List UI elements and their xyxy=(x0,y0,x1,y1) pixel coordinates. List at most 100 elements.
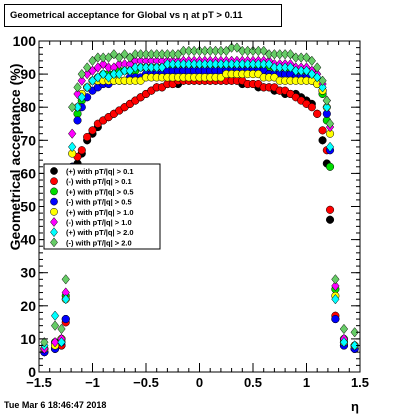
legend-label: (-) with pT/|q| > 0.5 xyxy=(66,198,132,207)
data-point xyxy=(325,162,335,171)
legend-box xyxy=(43,163,161,250)
y-axis-label: Geometrical acceptance (%) xyxy=(7,64,23,251)
data-point xyxy=(125,65,135,76)
legend-label: (-) with pT/|q| > 2.0 xyxy=(66,238,132,247)
data-point xyxy=(339,337,349,348)
legend-label: (-) with pT/|q| > 1.0 xyxy=(66,218,132,227)
data-point xyxy=(68,141,77,153)
data-point xyxy=(77,92,86,103)
data-point xyxy=(318,136,327,145)
data-point xyxy=(318,126,327,135)
x-tick-label: −1.5 xyxy=(26,375,52,390)
data-point xyxy=(50,337,60,348)
x-tick-label: −0.5 xyxy=(133,375,159,390)
data-point xyxy=(50,310,60,321)
data-point xyxy=(104,52,113,63)
data-point xyxy=(325,118,335,129)
data-point xyxy=(57,323,66,335)
y-tick-label: 10 xyxy=(20,331,36,347)
data-point xyxy=(331,314,340,324)
data-point xyxy=(77,146,86,155)
data-point xyxy=(40,337,49,348)
timestamp-footer: Tue Mar 6 18:46:47 2018 xyxy=(4,400,107,410)
data-point xyxy=(307,103,316,112)
data-point xyxy=(318,75,327,86)
data-point xyxy=(104,72,113,83)
data-point xyxy=(350,340,359,351)
data-point xyxy=(61,274,70,285)
data-point xyxy=(222,45,231,57)
data-point xyxy=(173,49,183,60)
data-point xyxy=(73,116,82,125)
data-point xyxy=(61,294,70,305)
x-tick-label: 0 xyxy=(196,375,203,390)
y-tick-label: 0 xyxy=(28,364,36,380)
y-tick-label: 20 xyxy=(20,298,36,314)
legend-label: (+) with pT/|q| > 1.0 xyxy=(66,208,134,217)
y-tick-label: 100 xyxy=(13,33,37,49)
data-point xyxy=(88,65,97,76)
data-point xyxy=(99,68,108,80)
series-7 xyxy=(40,42,359,348)
data-point xyxy=(286,62,295,73)
data-point xyxy=(307,68,316,80)
data-point xyxy=(313,109,322,118)
data-points-layer xyxy=(40,42,359,357)
data-point xyxy=(325,215,335,224)
y-tick-label: 40 xyxy=(20,232,36,248)
data-point xyxy=(83,82,92,93)
x-tick-label: 0.5 xyxy=(244,375,262,390)
data-point xyxy=(93,72,102,83)
data-point xyxy=(83,132,92,142)
data-point xyxy=(99,59,108,70)
data-point xyxy=(125,52,135,63)
legend-label: (-) with pT/|q| > 0.1 xyxy=(66,177,132,186)
y-tick-label: 90 xyxy=(20,66,36,82)
data-point xyxy=(157,62,167,73)
data-point xyxy=(264,59,274,70)
data-point xyxy=(77,75,86,86)
data-point xyxy=(322,95,331,106)
legend-marker xyxy=(50,167,58,175)
data-point xyxy=(302,52,311,63)
data-point xyxy=(88,75,97,86)
legend-marker xyxy=(50,227,58,238)
x-axis-label: η xyxy=(351,399,359,414)
y-tick-label: 30 xyxy=(20,265,36,281)
data-point xyxy=(68,102,77,113)
data-point xyxy=(331,274,340,285)
data-point xyxy=(350,327,359,338)
y-tick-label: 60 xyxy=(20,165,36,181)
y-tick-label: 80 xyxy=(20,99,36,115)
data-point xyxy=(115,52,124,63)
legend-label: (+) with pT/|q| > 0.1 xyxy=(66,167,134,176)
legend-marker xyxy=(50,177,58,186)
series-6 xyxy=(40,59,359,351)
data-point xyxy=(93,62,102,73)
data-point xyxy=(259,45,268,57)
data-point xyxy=(331,280,340,292)
data-point xyxy=(307,55,316,67)
legend-label: (+) with pT/|q| > 0.5 xyxy=(66,187,134,196)
data-point xyxy=(68,128,77,139)
data-point xyxy=(83,62,92,73)
legend-label: (+) with pT/|q| > 2.0 xyxy=(66,228,134,237)
data-point xyxy=(73,82,82,93)
data-point xyxy=(88,55,97,67)
legend-marker xyxy=(50,197,58,206)
data-point xyxy=(331,294,340,305)
data-point xyxy=(50,320,60,331)
x-tick-label: 1.5 xyxy=(351,375,369,390)
data-point xyxy=(325,141,335,153)
data-point xyxy=(286,49,295,60)
legend-marker xyxy=(50,187,58,196)
data-point xyxy=(109,49,119,60)
legend: (+) with pT/|q| > 0.1(-) with pT/|q| > 0… xyxy=(43,163,161,250)
data-point xyxy=(120,49,129,60)
legend-marker xyxy=(50,207,58,216)
data-point xyxy=(313,62,322,73)
data-point xyxy=(322,102,331,113)
data-point xyxy=(318,82,327,93)
chart-title: Geometrical acceptance for Global vs η a… xyxy=(4,4,282,27)
